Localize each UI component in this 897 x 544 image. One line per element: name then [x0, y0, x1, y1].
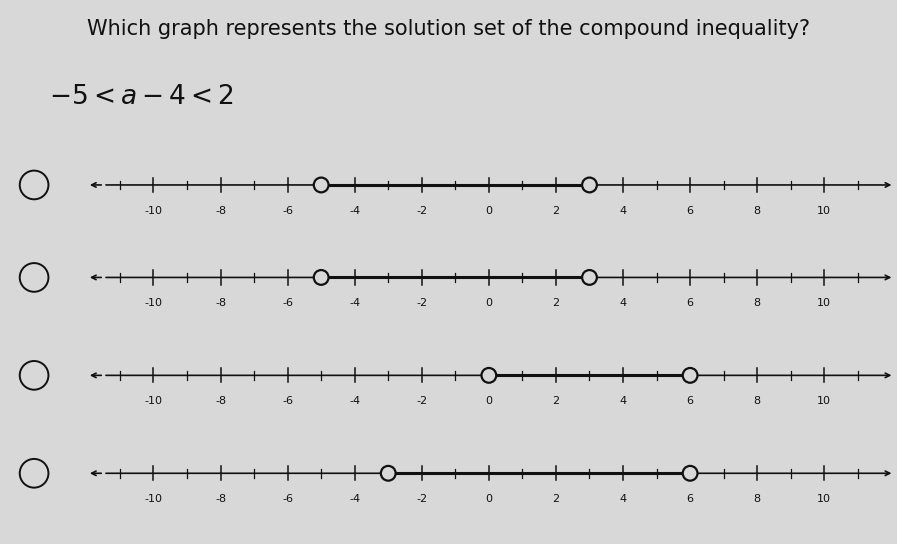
Text: -2: -2: [416, 494, 427, 504]
Text: -4: -4: [349, 494, 361, 504]
Text: 10: 10: [817, 494, 832, 504]
Text: 6: 6: [686, 206, 693, 215]
Ellipse shape: [381, 466, 396, 481]
Text: -10: -10: [144, 396, 162, 406]
Text: -4: -4: [349, 396, 361, 406]
Text: 4: 4: [620, 396, 627, 406]
Text: 6: 6: [686, 396, 693, 406]
Text: -10: -10: [144, 494, 162, 504]
Text: 8: 8: [753, 298, 761, 308]
Text: Which graph represents the solution set of the compound inequality?: Which graph represents the solution set …: [87, 19, 810, 39]
Text: 0: 0: [485, 396, 492, 406]
Text: 4: 4: [620, 298, 627, 308]
Text: -8: -8: [215, 298, 226, 308]
Text: 10: 10: [817, 206, 832, 215]
Text: -8: -8: [215, 396, 226, 406]
Text: 4: 4: [620, 206, 627, 215]
Text: 6: 6: [686, 494, 693, 504]
Text: 8: 8: [753, 494, 761, 504]
Text: -8: -8: [215, 494, 226, 504]
Text: 2: 2: [553, 494, 560, 504]
Text: 8: 8: [753, 206, 761, 215]
Text: -6: -6: [283, 206, 293, 215]
Text: -2: -2: [416, 396, 427, 406]
Text: -10: -10: [144, 206, 162, 215]
Text: 2: 2: [553, 206, 560, 215]
Ellipse shape: [683, 466, 698, 481]
Text: 0: 0: [485, 298, 492, 308]
Text: 4: 4: [620, 494, 627, 504]
Text: -2: -2: [416, 206, 427, 215]
Ellipse shape: [582, 177, 597, 193]
Text: -10: -10: [144, 298, 162, 308]
Ellipse shape: [314, 177, 328, 193]
Text: -6: -6: [283, 396, 293, 406]
Ellipse shape: [582, 270, 597, 285]
Text: -8: -8: [215, 206, 226, 215]
Ellipse shape: [683, 368, 698, 383]
Ellipse shape: [314, 270, 328, 285]
Text: -4: -4: [349, 298, 361, 308]
Text: 10: 10: [817, 396, 832, 406]
Text: -4: -4: [349, 206, 361, 215]
Text: 2: 2: [553, 396, 560, 406]
Text: 0: 0: [485, 494, 492, 504]
Ellipse shape: [482, 368, 496, 383]
Text: 2: 2: [553, 298, 560, 308]
Text: 10: 10: [817, 298, 832, 308]
Text: 8: 8: [753, 396, 761, 406]
Text: -2: -2: [416, 298, 427, 308]
Text: -6: -6: [283, 494, 293, 504]
Text: $-5 < a - 4 < 2$: $-5 < a - 4 < 2$: [49, 84, 234, 110]
Text: 0: 0: [485, 206, 492, 215]
Text: 6: 6: [686, 298, 693, 308]
Text: -6: -6: [283, 298, 293, 308]
